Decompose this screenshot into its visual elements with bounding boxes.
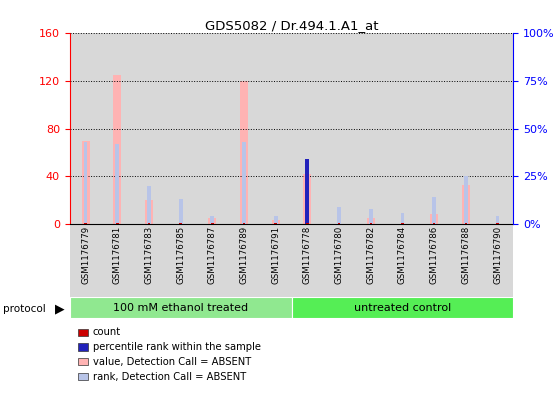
- Bar: [306, 223, 309, 224]
- Text: GSM1176780: GSM1176780: [335, 226, 344, 285]
- Bar: [196, 224, 228, 297]
- Bar: [228, 224, 260, 297]
- Bar: [369, 209, 373, 224]
- Bar: [116, 144, 119, 224]
- Bar: [70, 224, 102, 297]
- Bar: [387, 33, 418, 224]
- Bar: [211, 223, 214, 224]
- Text: GSM1176782: GSM1176782: [366, 226, 376, 285]
- Bar: [338, 223, 340, 224]
- Bar: [387, 224, 418, 297]
- Text: GSM1176784: GSM1176784: [398, 226, 407, 285]
- Bar: [430, 215, 438, 224]
- Bar: [291, 224, 323, 297]
- Bar: [113, 75, 121, 224]
- Bar: [196, 33, 228, 224]
- Bar: [272, 220, 280, 224]
- Bar: [450, 224, 482, 297]
- Bar: [418, 33, 450, 224]
- Bar: [260, 33, 291, 224]
- Bar: [464, 176, 468, 224]
- Bar: [496, 223, 499, 224]
- Bar: [337, 207, 341, 224]
- Bar: [116, 223, 118, 224]
- Text: 100 mM ethanol treated: 100 mM ethanol treated: [113, 303, 248, 312]
- Text: GSM1176783: GSM1176783: [145, 226, 153, 285]
- Bar: [179, 223, 182, 224]
- Bar: [165, 33, 196, 224]
- Bar: [210, 217, 214, 224]
- Bar: [482, 224, 513, 297]
- Bar: [355, 33, 387, 224]
- Bar: [450, 33, 482, 224]
- Bar: [133, 33, 165, 224]
- Text: GSM1176789: GSM1176789: [239, 226, 248, 284]
- Bar: [84, 223, 87, 224]
- Bar: [367, 218, 375, 224]
- Bar: [305, 159, 309, 224]
- Bar: [147, 186, 151, 224]
- Bar: [291, 33, 323, 224]
- Bar: [304, 174, 311, 224]
- Bar: [102, 224, 133, 297]
- Text: GSM1176779: GSM1176779: [81, 226, 90, 284]
- FancyBboxPatch shape: [70, 297, 291, 318]
- Text: GSM1176786: GSM1176786: [430, 226, 439, 285]
- Bar: [145, 200, 153, 224]
- Bar: [260, 224, 291, 297]
- Text: GSM1176781: GSM1176781: [113, 226, 122, 285]
- Bar: [240, 81, 248, 224]
- Bar: [323, 224, 355, 297]
- Bar: [148, 223, 150, 224]
- Bar: [462, 185, 470, 224]
- Bar: [433, 223, 435, 224]
- Bar: [133, 224, 165, 297]
- Text: GSM1176778: GSM1176778: [303, 226, 312, 285]
- Text: GSM1176788: GSM1176788: [461, 226, 470, 285]
- FancyBboxPatch shape: [291, 297, 513, 318]
- Text: percentile rank within the sample: percentile rank within the sample: [93, 342, 261, 352]
- Bar: [179, 199, 182, 224]
- Bar: [323, 33, 355, 224]
- Bar: [355, 224, 387, 297]
- Bar: [418, 224, 450, 297]
- Bar: [401, 213, 405, 224]
- Bar: [70, 33, 102, 224]
- Text: GSM1176787: GSM1176787: [208, 226, 217, 285]
- Text: ▶: ▶: [55, 302, 64, 315]
- Text: value, Detection Call = ABSENT: value, Detection Call = ABSENT: [93, 357, 251, 367]
- Bar: [102, 33, 133, 224]
- Bar: [228, 33, 260, 224]
- Bar: [81, 141, 89, 224]
- Bar: [165, 224, 196, 297]
- Text: rank, Detection Call = ABSENT: rank, Detection Call = ABSENT: [93, 372, 246, 382]
- Bar: [369, 223, 372, 224]
- Bar: [275, 223, 277, 224]
- Bar: [496, 217, 499, 224]
- Bar: [208, 218, 217, 224]
- Text: GSM1176785: GSM1176785: [176, 226, 185, 285]
- Text: untreated control: untreated control: [354, 303, 451, 312]
- Text: protocol: protocol: [3, 303, 46, 314]
- Text: GSM1176790: GSM1176790: [493, 226, 502, 284]
- Text: GSM1176791: GSM1176791: [271, 226, 280, 284]
- Bar: [243, 223, 246, 224]
- Bar: [465, 223, 467, 224]
- Bar: [432, 197, 436, 224]
- Bar: [242, 142, 246, 224]
- Bar: [482, 33, 513, 224]
- Text: count: count: [93, 327, 121, 337]
- Bar: [274, 217, 278, 224]
- Bar: [84, 142, 88, 224]
- Title: GDS5082 / Dr.494.1.A1_at: GDS5082 / Dr.494.1.A1_at: [205, 19, 378, 32]
- Bar: [401, 223, 404, 224]
